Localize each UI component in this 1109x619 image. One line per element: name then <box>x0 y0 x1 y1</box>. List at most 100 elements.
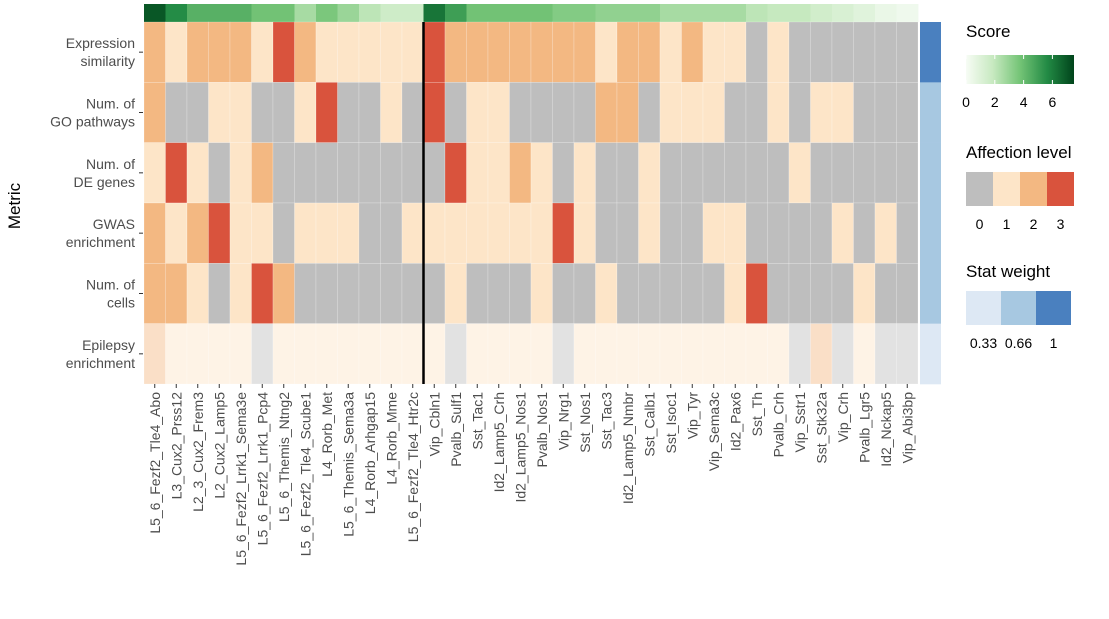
heatmap-cell <box>573 82 596 143</box>
legend-affection-key <box>966 172 993 206</box>
heatmap-cell <box>337 82 360 143</box>
row-label: Num. of <box>86 156 135 172</box>
heatmap-cell <box>530 82 553 143</box>
legend-affection-keys: 0 1 2 3 <box>966 172 1074 232</box>
stat-weight-cell <box>920 263 941 324</box>
heatmap-cell <box>788 142 811 204</box>
column-label: L2_3_Cux2_Frem3 <box>190 392 206 512</box>
column-label: L5_6_Themis_Sema3a <box>340 392 356 537</box>
heatmap-cell <box>444 142 467 204</box>
heatmap-cell <box>702 142 725 204</box>
heatmap-cell <box>810 82 833 143</box>
heatmap-cell <box>272 263 295 324</box>
legend-affection-label: 0 <box>976 216 984 232</box>
column-label: Id2_Lamp5_Nmbr <box>620 392 636 504</box>
heatmap-cell <box>788 202 811 264</box>
score-cell <box>875 4 897 22</box>
heatmap-cell <box>702 202 725 264</box>
score-cell <box>660 4 682 22</box>
heatmap-cell <box>745 21 768 83</box>
heatmap-cell <box>616 263 639 324</box>
row-label: similarity <box>81 53 135 69</box>
heatmap-cell <box>251 21 274 83</box>
legend-weight-label: 0.66 <box>1005 335 1032 351</box>
heatmap-cell <box>896 82 919 143</box>
score-cell <box>574 4 596 22</box>
heatmap-cell <box>788 82 811 143</box>
heatmap-cell <box>702 21 725 83</box>
column-label: Id2_Nckap5 <box>878 392 894 467</box>
heatmap-cell <box>896 263 919 324</box>
heatmap-cell <box>616 142 639 204</box>
row-label: GWAS <box>93 216 135 232</box>
column-label: Vip_Tyr <box>684 392 700 440</box>
heatmap-cell <box>358 142 381 204</box>
heatmap-cell <box>530 142 553 204</box>
heatmap-cell <box>251 263 274 324</box>
heatmap-cell <box>638 263 661 324</box>
row-label: GO pathways <box>50 114 135 130</box>
heatmap-cell <box>444 263 467 324</box>
heatmap-cell <box>552 21 575 83</box>
heatmap-cell <box>702 263 725 324</box>
heatmap-cell <box>745 82 768 143</box>
legend-affection-key <box>993 172 1020 206</box>
score-cell <box>638 4 661 22</box>
heatmap-cell <box>272 323 295 385</box>
heatmap-cell <box>552 142 575 204</box>
heatmap-cell <box>767 323 790 385</box>
heatmap-cell <box>208 263 231 324</box>
heatmap-cell <box>315 263 338 324</box>
heatmap-cell <box>401 323 424 385</box>
column-label: L5_6_Fezf2_Tle4_Htr2c <box>405 392 421 542</box>
stat-weight-cell <box>920 323 941 385</box>
heatmap-cell <box>874 142 897 204</box>
row-label: Num. of <box>86 277 135 293</box>
heatmap-cell <box>530 21 553 83</box>
heatmap-cell <box>638 323 661 385</box>
heatmap-cell <box>767 21 790 83</box>
heatmap-cell <box>272 21 295 83</box>
score-cell <box>509 4 532 22</box>
heatmap-cell <box>874 21 897 83</box>
legend-score-gradient <box>966 55 1074 84</box>
score-cell <box>595 4 618 22</box>
heatmap-cell <box>810 263 833 324</box>
heatmap-cell <box>595 263 618 324</box>
heatmap-cell <box>573 21 596 83</box>
heatmap-cell <box>337 323 360 385</box>
heatmap-cell <box>294 323 317 385</box>
column-label: Id2_Pax6 <box>727 392 743 451</box>
column-label: Sst_Tac1 <box>469 392 485 450</box>
heatmap-cell <box>401 263 424 324</box>
heatmap-cell <box>810 21 833 83</box>
legend-affection-title: Affection level <box>966 143 1072 162</box>
heatmap-cell <box>659 82 682 143</box>
heatmap-cell <box>509 82 532 143</box>
score-cell <box>724 4 747 22</box>
legend-score-title: Score <box>966 22 1010 41</box>
heatmap-cell <box>466 323 489 385</box>
heatmap-cell <box>745 263 768 324</box>
score-cell <box>789 4 811 22</box>
heatmap-cell <box>896 323 919 385</box>
score-cell <box>402 4 424 22</box>
score-cell <box>337 4 360 22</box>
heatmap-cell <box>251 323 274 385</box>
score-cell <box>552 4 575 22</box>
heatmap-cell <box>251 142 274 204</box>
heatmap-cell <box>423 202 446 264</box>
heatmap-cell <box>509 202 532 264</box>
score-cell <box>187 4 209 22</box>
heatmap-cell <box>552 82 575 143</box>
column-label: L5_6_Themis_Ntng2 <box>276 392 292 522</box>
heatmap-cell <box>724 21 747 83</box>
heatmap-cell <box>638 82 661 143</box>
heatmap-cell <box>294 82 317 143</box>
stat-weight-cell <box>920 82 941 143</box>
score-cell <box>359 4 381 22</box>
heatmap-cell <box>788 323 811 385</box>
heatmap-cell <box>337 21 360 83</box>
heatmap-cell <box>251 82 274 143</box>
